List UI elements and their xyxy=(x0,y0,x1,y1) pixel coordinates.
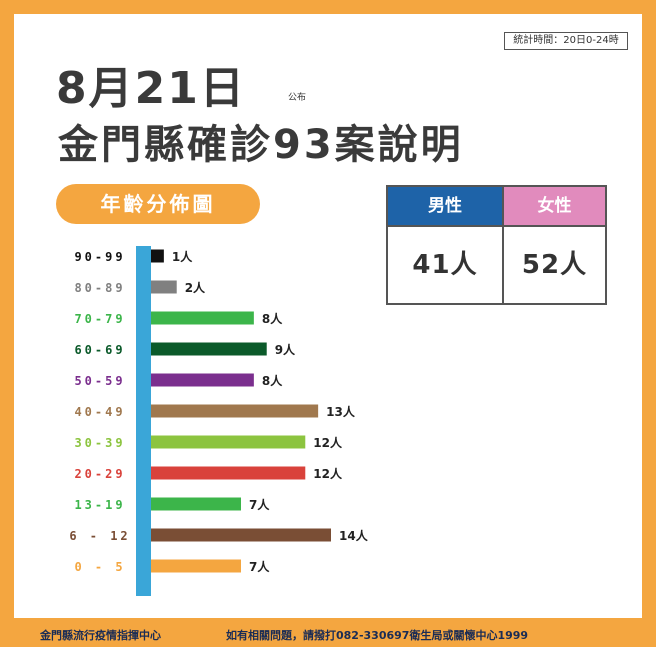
category-label: 20-29 xyxy=(74,467,125,481)
bar xyxy=(151,280,177,294)
bar xyxy=(151,311,254,325)
value-label: 2人 xyxy=(185,280,206,295)
category-label: 6 - 12 xyxy=(69,529,130,543)
date-title: 8月21日 xyxy=(56,63,246,114)
value-label: 7人 xyxy=(249,497,270,512)
male-header: 男性 xyxy=(388,187,502,227)
value-label: 14人 xyxy=(339,528,369,543)
bar xyxy=(151,435,306,449)
value-label: 8人 xyxy=(262,373,283,388)
value-label: 12人 xyxy=(313,435,343,450)
category-label: 40-49 xyxy=(74,405,125,419)
male-column: 男性 41人 xyxy=(388,187,504,303)
chart-axis xyxy=(136,246,151,596)
category-label: 50-59 xyxy=(74,374,125,388)
female-count: 52人 xyxy=(521,250,588,280)
value-label: 7人 xyxy=(249,559,270,574)
bar xyxy=(151,342,267,356)
section-label: 年齡分佈圖 xyxy=(56,184,260,224)
category-label: 90-99 xyxy=(74,250,125,264)
footer-contact: 如有相關問題，請撥打082-330697衛生局或關懷中心1999 xyxy=(226,629,529,642)
bar xyxy=(151,373,254,387)
bar xyxy=(151,404,319,418)
bar xyxy=(151,559,241,573)
bar xyxy=(151,466,306,480)
category-label: 80-89 xyxy=(74,281,125,295)
female-column: 女性 52人 xyxy=(504,187,605,303)
value-label: 9人 xyxy=(275,342,296,357)
value-label: 13人 xyxy=(326,404,356,419)
footer-organization: 金門縣流行疫情指揮中心 xyxy=(40,629,161,642)
content-panel xyxy=(14,14,642,618)
category-label: 60-69 xyxy=(74,343,125,357)
value-label: 12人 xyxy=(313,466,343,481)
value-label: 1人 xyxy=(172,249,193,264)
page-title: 金門縣確診93案說明 xyxy=(58,122,464,168)
bar xyxy=(151,249,164,263)
bar xyxy=(151,497,241,511)
category-label: 0 - 5 xyxy=(74,560,125,574)
category-label: 13-19 xyxy=(74,498,125,512)
male-count: 41人 xyxy=(412,250,478,280)
stat-time-label: 統計時間：20日0-24時 xyxy=(504,32,628,50)
category-label: 30-39 xyxy=(74,436,125,450)
publish-label: 公布 xyxy=(288,93,307,103)
female-header: 女性 xyxy=(504,187,605,227)
bar xyxy=(151,528,331,542)
gender-table: 男性 41人 女性 52人 xyxy=(386,185,607,305)
category-label: 70-79 xyxy=(74,312,125,326)
value-label: 8人 xyxy=(262,311,283,326)
